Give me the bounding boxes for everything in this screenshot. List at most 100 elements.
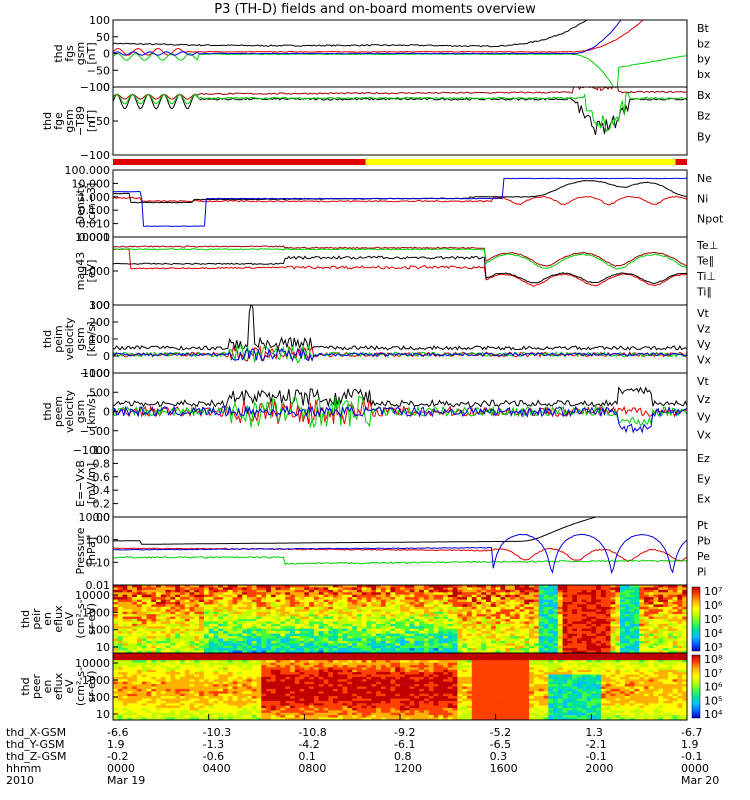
- spectrogram-cell: [600, 672, 606, 675]
- spectrogram-cell: [514, 653, 520, 656]
- spectrogram-cell: [428, 662, 434, 666]
- spectrogram-cell: [581, 650, 587, 654]
- y-axis-label: thd: [41, 402, 54, 420]
- spectrogram-cell: [423, 616, 429, 620]
- spectrogram-cell: [610, 597, 616, 600]
- spectrogram-cell: [553, 611, 559, 615]
- spectrogram-cell: [146, 594, 152, 598]
- series-ti∥-line: [113, 248, 687, 270]
- spectrogram-cell: [639, 628, 645, 632]
- spectrogram-cell: [514, 638, 520, 642]
- spectrogram-cell: [543, 655, 549, 659]
- spectrogram-cell: [136, 650, 142, 654]
- spectrogram-cell: [237, 621, 243, 625]
- spectrogram-cell: [256, 604, 262, 608]
- spectrogram-cell: [428, 602, 434, 605]
- spectrogram-cell: [313, 650, 319, 654]
- spectrogram-cell: [356, 587, 362, 591]
- spectrogram-cell: [490, 602, 496, 605]
- spectrogram-cell: [113, 616, 119, 620]
- spectrogram-cell: [524, 638, 530, 642]
- spectrogram-cell: [328, 611, 334, 615]
- spectrogram-cell: [510, 650, 516, 654]
- spectrogram-cell: [467, 619, 473, 622]
- spectrogram-cell: [577, 602, 583, 605]
- spectrogram-cell: [404, 604, 410, 608]
- spectrogram-cell: [299, 648, 305, 651]
- spectrogram-cell: [615, 589, 621, 593]
- spectrogram-cell: [467, 631, 473, 634]
- spectrogram-cell: [495, 657, 501, 661]
- spectrogram-cell: [203, 609, 209, 612]
- spectrogram-cell: [409, 602, 415, 605]
- spectrogram-cell: [208, 589, 214, 593]
- spectrogram-cell: [438, 631, 444, 634]
- spectrogram-cell: [481, 657, 487, 661]
- spectrogram-cell: [232, 597, 238, 600]
- spectrogram-cell: [309, 592, 315, 595]
- spectrogram-cell: [510, 614, 516, 617]
- spectrogram-cell: [495, 667, 501, 671]
- spectrogram-cell: [347, 616, 353, 620]
- spectrogram-cell: [189, 640, 195, 644]
- spectrogram-cell: [505, 623, 511, 627]
- spectrogram-cell: [347, 674, 353, 678]
- spectrogram-cell: [237, 638, 243, 642]
- spectrogram-cell: [232, 660, 238, 663]
- spectrogram-cell: [481, 643, 487, 646]
- spectrogram-cell: [328, 674, 334, 678]
- spectrogram-cell: [596, 589, 602, 593]
- spectrogram-cell: [141, 662, 147, 666]
- spectrogram-cell: [514, 631, 520, 634]
- spectrogram-cell: [146, 662, 152, 666]
- spectrogram-cell: [639, 640, 645, 644]
- spectrogram-cell: [500, 648, 506, 651]
- spectrogram-cell: [624, 645, 630, 649]
- spectrogram-cell: [318, 657, 324, 661]
- spectrogram-cell: [318, 667, 324, 671]
- spectrogram-cell: [170, 594, 176, 598]
- spectrogram-cell: [423, 628, 429, 632]
- spectrogram-cell: [471, 636, 477, 639]
- spectrogram-cell: [600, 614, 606, 617]
- spectrogram-cell: [605, 611, 611, 615]
- spectrogram-cell: [629, 592, 635, 595]
- spectrogram-cell: [361, 589, 367, 593]
- spectrogram-cell: [127, 589, 133, 593]
- spectrogram-cell: [146, 592, 152, 595]
- spectrogram-cell: [251, 602, 257, 605]
- spectrogram-cell: [577, 589, 583, 593]
- spectrogram-cell: [452, 643, 458, 646]
- spectrogram-cell: [404, 667, 410, 671]
- spectrogram-cell: [553, 676, 559, 680]
- spectrogram-cell: [352, 662, 358, 666]
- spectrogram-cell: [361, 585, 367, 588]
- spectrogram-cell: [538, 665, 544, 668]
- spectrogram-cell: [672, 621, 678, 625]
- spectrogram-cell: [572, 667, 578, 671]
- spectrogram-cell: [333, 667, 339, 671]
- spectrogram-cell: [270, 623, 276, 627]
- spectrogram-cell: [581, 660, 587, 663]
- spectrogram-cell: [428, 674, 434, 678]
- spectrogram-cell: [443, 589, 449, 593]
- spectrogram-cell: [194, 676, 200, 680]
- spectrogram-cell: [404, 648, 410, 651]
- spectrogram-cell: [290, 587, 296, 591]
- spectrogram-cell: [395, 653, 401, 656]
- spectrogram-cell: [189, 643, 195, 646]
- spectrogram-cell: [605, 592, 611, 595]
- spectrogram-cell: [189, 631, 195, 634]
- spectrogram-cell: [643, 657, 649, 661]
- spectrogram-cell: [113, 633, 119, 637]
- spectrogram-cell: [213, 645, 219, 649]
- spectrogram-cell: [395, 667, 401, 671]
- spectrogram-cell: [672, 655, 678, 659]
- spectrogram-cell: [251, 676, 257, 680]
- spectrogram-cell: [151, 628, 157, 632]
- spectrogram-cell: [309, 679, 315, 682]
- spectrogram-cell: [385, 585, 391, 588]
- spectrogram-cell: [476, 653, 482, 656]
- spectrogram-cell: [500, 589, 506, 593]
- spectrogram-cell: [132, 660, 138, 663]
